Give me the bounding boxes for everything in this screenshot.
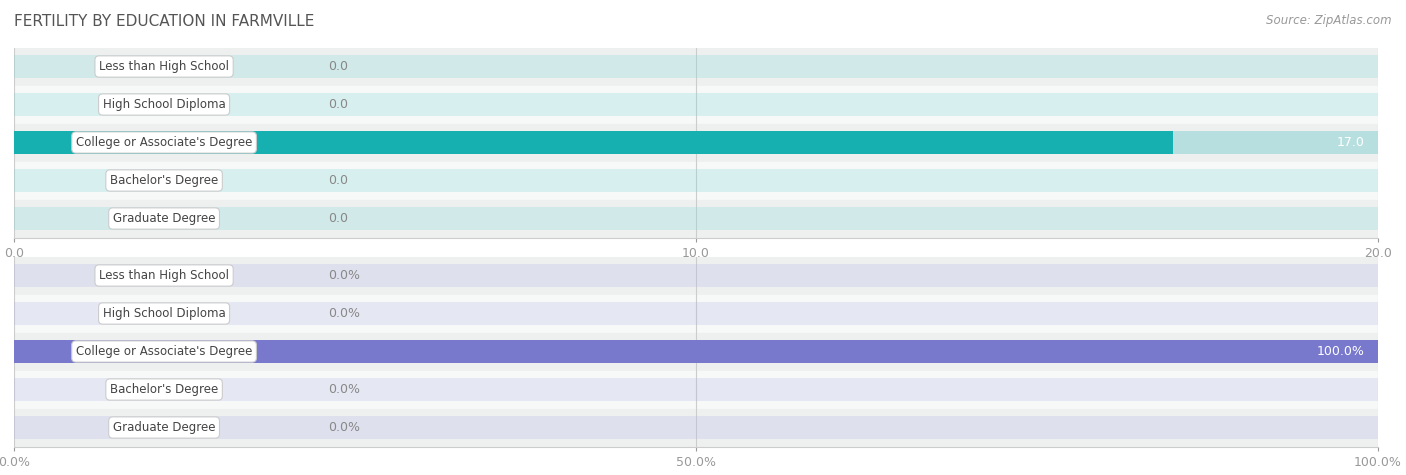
Bar: [14, 370, 1378, 408]
Text: Source: ZipAtlas.com: Source: ZipAtlas.com: [1267, 14, 1392, 27]
Bar: [14, 48, 1378, 86]
Text: 0.0: 0.0: [328, 212, 347, 225]
Bar: [14, 124, 1378, 162]
Bar: [14, 294, 1378, 332]
Bar: [14, 416, 1378, 439]
Text: 0.0%: 0.0%: [328, 269, 360, 282]
Bar: [14, 169, 1378, 192]
Bar: [14, 131, 1173, 154]
Bar: [14, 55, 1378, 78]
Text: 0.0: 0.0: [328, 98, 347, 111]
Text: Bachelor's Degree: Bachelor's Degree: [110, 383, 218, 396]
Bar: [14, 207, 1378, 230]
Bar: [14, 340, 1378, 363]
Text: Graduate Degree: Graduate Degree: [112, 212, 215, 225]
Text: FERTILITY BY EDUCATION IN FARMVILLE: FERTILITY BY EDUCATION IN FARMVILLE: [14, 14, 315, 29]
Bar: [14, 162, 1378, 199]
Bar: [14, 264, 1378, 287]
Text: Less than High School: Less than High School: [98, 269, 229, 282]
Bar: [14, 131, 1378, 154]
Bar: [14, 378, 1378, 401]
Bar: [14, 200, 1378, 238]
Bar: [14, 93, 1378, 116]
Bar: [14, 332, 1378, 371]
Text: Graduate Degree: Graduate Degree: [112, 421, 215, 434]
Text: College or Associate's Degree: College or Associate's Degree: [76, 136, 252, 149]
Text: High School Diploma: High School Diploma: [103, 307, 225, 320]
Text: 17.0: 17.0: [1336, 136, 1364, 149]
Bar: [14, 86, 1378, 124]
Text: 0.0: 0.0: [328, 60, 347, 73]
Bar: [14, 302, 1378, 325]
Bar: [14, 256, 1378, 294]
Text: Less than High School: Less than High School: [98, 60, 229, 73]
Text: 0.0%: 0.0%: [328, 307, 360, 320]
Text: College or Associate's Degree: College or Associate's Degree: [76, 345, 252, 358]
Bar: [14, 408, 1378, 446]
Bar: [14, 340, 1378, 363]
Text: 0.0%: 0.0%: [328, 421, 360, 434]
Text: Bachelor's Degree: Bachelor's Degree: [110, 174, 218, 187]
Text: 100.0%: 100.0%: [1316, 345, 1364, 358]
Text: High School Diploma: High School Diploma: [103, 98, 225, 111]
Text: 0.0%: 0.0%: [328, 383, 360, 396]
Text: 0.0: 0.0: [328, 174, 347, 187]
